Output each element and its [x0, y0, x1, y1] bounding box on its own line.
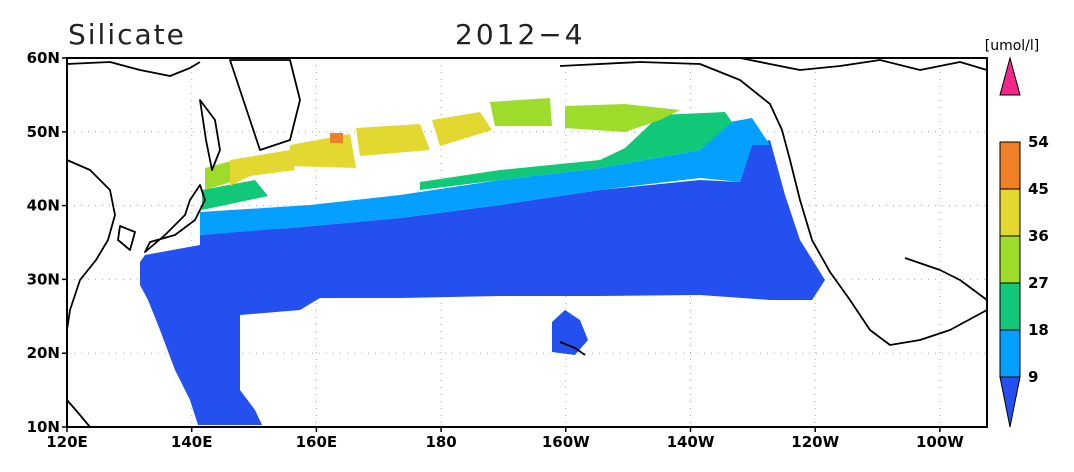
colorbar-box — [999, 141, 1021, 190]
field-region — [490, 98, 552, 126]
lat-tick-label: 10N — [27, 418, 60, 436]
field-region — [230, 150, 295, 186]
lon-tick-label: 160E — [296, 433, 338, 451]
field-region — [290, 134, 356, 168]
lon-tick-label: 120W — [791, 433, 839, 451]
lat-tick-label: 60N — [27, 49, 60, 67]
field-region — [552, 310, 588, 355]
field-region — [200, 118, 770, 235]
lon-tick-label: 120E — [46, 433, 88, 451]
field-region — [140, 140, 825, 425]
lon-tick-label: 180 — [425, 433, 456, 451]
lat-tick-label: 20N — [27, 344, 60, 362]
colorbar-label: 27 — [1028, 274, 1049, 292]
colorbar-label: 36 — [1028, 227, 1049, 245]
unit-label: [umol/l] — [985, 38, 1040, 54]
field-region — [202, 180, 268, 210]
lat-tick-label: 50N — [27, 123, 60, 141]
field-region — [565, 104, 680, 132]
lon-tick-label: 140W — [667, 433, 715, 451]
title: Silicate — [68, 18, 186, 51]
field-region — [356, 124, 430, 156]
field-region — [330, 133, 343, 143]
colorbar-label: 45 — [1028, 180, 1049, 198]
colorbar-label: 54 — [1028, 133, 1049, 151]
lon-tick-label: 100W — [916, 433, 964, 451]
colorbar-box — [999, 282, 1021, 331]
colorbar-arrow — [999, 376, 1021, 428]
colorbar-label: 18 — [1028, 321, 1049, 339]
field-region — [420, 112, 732, 190]
colorbar: 9 18 27 36 45 54 — [999, 56, 1049, 428]
colorbar-label: 9 — [1028, 368, 1038, 386]
colorbar-box — [999, 329, 1021, 378]
map-frame — [66, 57, 988, 428]
field-region — [432, 112, 492, 146]
lat-tick-label: 30N — [27, 270, 60, 288]
lat-tick-label: 40N — [27, 197, 60, 215]
colorbar-box — [999, 235, 1021, 284]
colorbar-arrow — [999, 56, 1021, 96]
date: 2012−4 — [455, 18, 586, 51]
colorbar-box — [999, 188, 1021, 237]
lon-tick-label: 160W — [542, 433, 590, 451]
silicate-field — [140, 98, 825, 425]
coastlines — [66, 57, 988, 428]
lon-tick-label: 140E — [171, 433, 213, 451]
